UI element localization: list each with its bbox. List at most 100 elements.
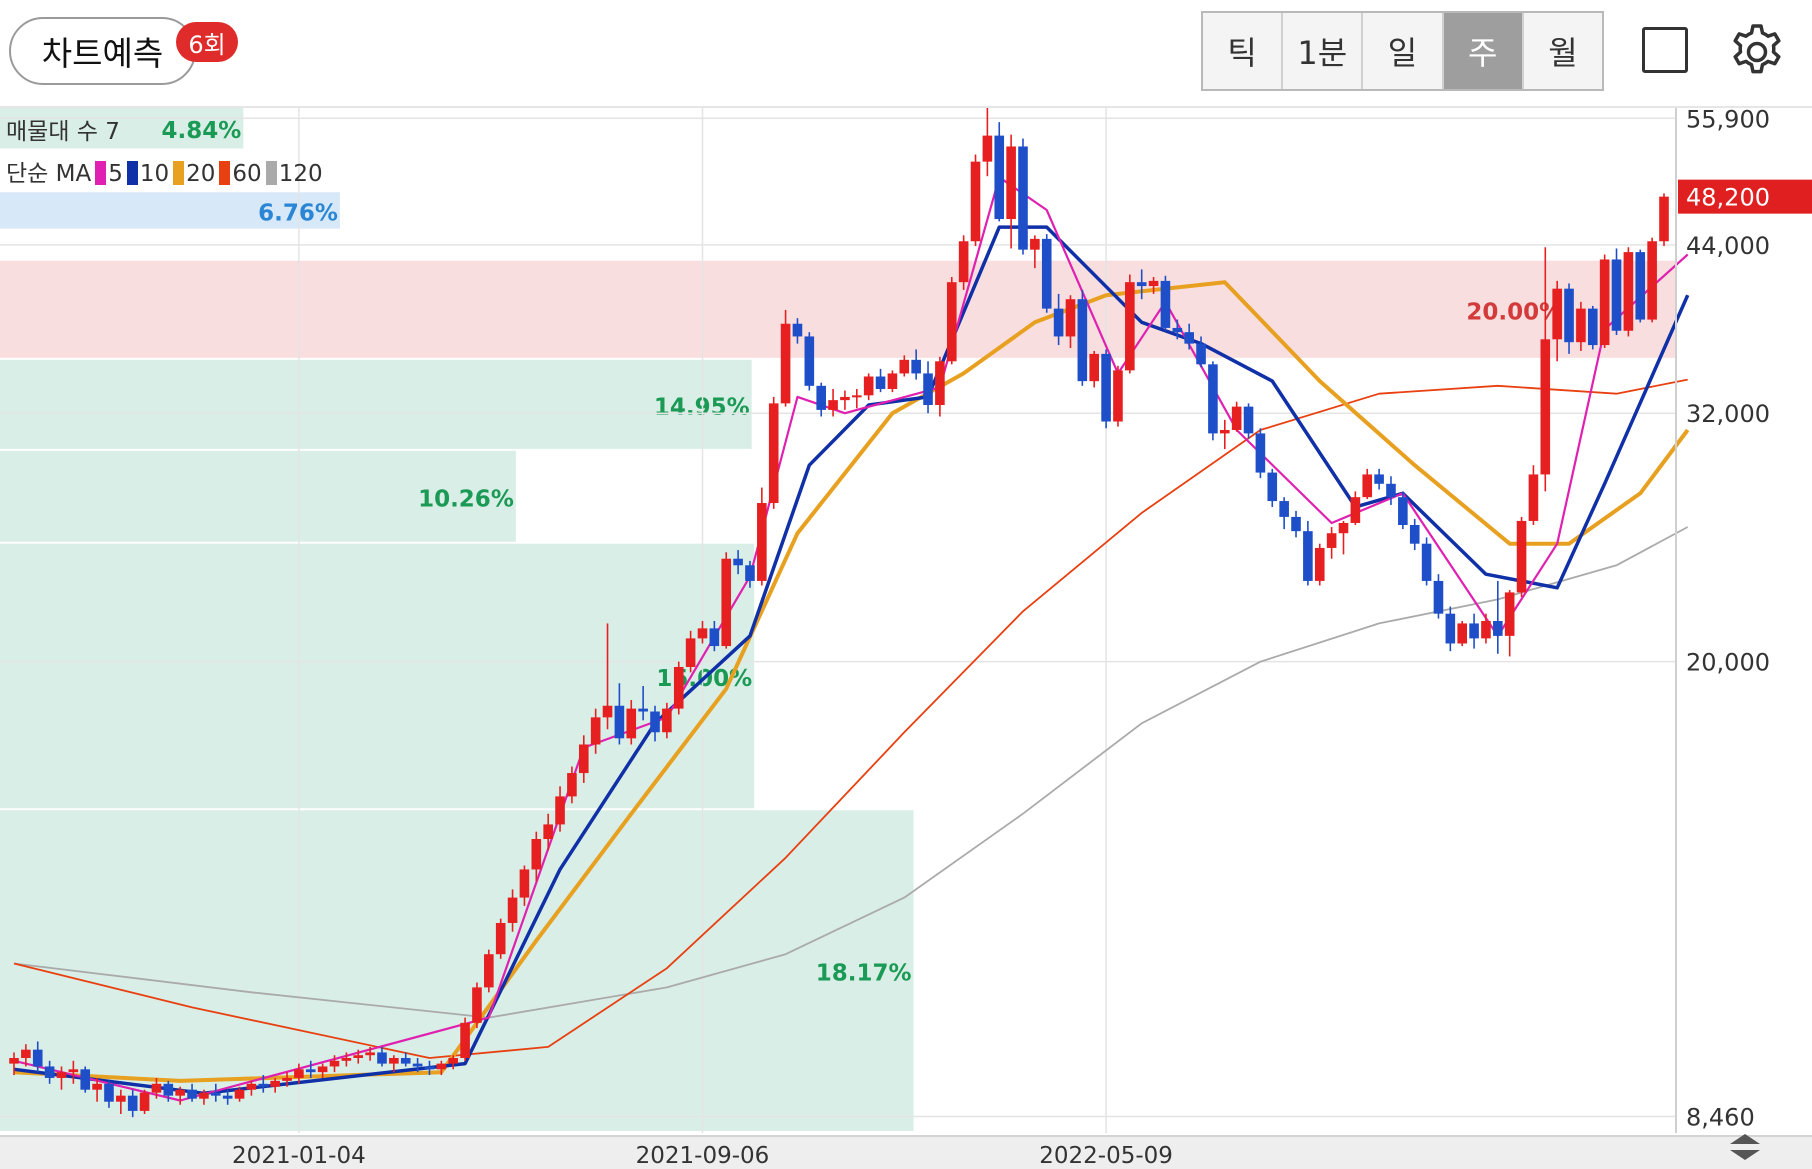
candle (436, 1060, 447, 1076)
candle-body (1136, 282, 1147, 287)
candle-body (662, 708, 672, 733)
candle (602, 623, 613, 730)
candle (305, 1060, 316, 1078)
candle (199, 1089, 209, 1105)
candle (1350, 491, 1361, 526)
candle (1409, 518, 1420, 551)
candle (662, 702, 672, 739)
candle-body (1445, 613, 1456, 644)
candle-body (1469, 623, 1479, 639)
volume-profile-bar (0, 543, 755, 809)
candle-body (1647, 241, 1657, 320)
candle-body (1350, 497, 1361, 523)
candle-body (1231, 406, 1242, 430)
candle (175, 1086, 185, 1105)
period-week-button[interactable]: 주 (1443, 13, 1524, 89)
candle-body (377, 1052, 387, 1064)
candle (709, 620, 720, 652)
chart-predict-label: 차트예측 (41, 34, 164, 73)
ma-legend-swatch-20 (173, 161, 185, 185)
candle-body (424, 1066, 435, 1070)
candle-body (1564, 288, 1574, 343)
volume-profile-label: 18.17% (816, 961, 912, 987)
candle (1065, 295, 1076, 349)
candle (210, 1083, 221, 1102)
candle (946, 277, 957, 365)
candle (294, 1063, 304, 1084)
candle (673, 661, 684, 715)
candle-body (578, 744, 589, 774)
candle-body (484, 954, 494, 988)
candle (1528, 465, 1539, 526)
current-price-label: 48,200 (1686, 184, 1770, 212)
candle (1291, 510, 1301, 538)
candle (9, 1052, 19, 1076)
candle-body (875, 376, 886, 389)
period-1min-button[interactable]: 1분 (1283, 13, 1364, 89)
candle-body (353, 1055, 364, 1058)
period-month-button[interactable]: 월 (1523, 13, 1603, 89)
scroll-down-arrow (1730, 1150, 1760, 1160)
candle-body (1433, 580, 1444, 614)
candle (852, 388, 862, 409)
candle-body (68, 1069, 79, 1073)
candle (1635, 249, 1646, 323)
candle (68, 1060, 79, 1084)
x-tick-label: 2021-09-06 (636, 1143, 770, 1169)
candlestick-chart[interactable]: 4.84%6.76%20.00%14.95%10.26%15.00%18.17%… (0, 108, 1812, 1169)
candle (163, 1080, 174, 1102)
candle (519, 865, 530, 906)
candle (970, 154, 981, 247)
candle (92, 1077, 102, 1102)
candle-body (436, 1063, 447, 1070)
candle (1172, 319, 1183, 340)
ma-legend-label-10: 10 (139, 161, 170, 187)
candle (1445, 606, 1456, 652)
candle (1386, 476, 1396, 505)
candle (1077, 289, 1088, 386)
candle-body (9, 1057, 19, 1064)
candle (187, 1083, 197, 1102)
candle-body (1540, 339, 1551, 475)
period-tick-button[interactable]: 틱 (1203, 13, 1284, 89)
candle (875, 368, 886, 393)
y-tick-label: 32,000 (1686, 400, 1770, 428)
checkbox-icon[interactable] (1642, 27, 1688, 73)
candle-body (448, 1057, 459, 1064)
candle (590, 708, 601, 754)
candle-body (1493, 620, 1503, 636)
candle (1196, 336, 1206, 368)
candle (495, 918, 506, 959)
candle-body (626, 708, 637, 739)
candle (1243, 403, 1254, 439)
candle (733, 550, 743, 575)
candle (578, 735, 589, 783)
candle-body (994, 135, 1005, 220)
y-tick-label: 20,000 (1686, 649, 1770, 677)
candle-body (946, 282, 957, 362)
period-day-button[interactable]: 일 (1363, 13, 1444, 89)
candle (1053, 293, 1064, 346)
candle-body (1421, 543, 1432, 581)
chart-predict-button[interactable]: 차트예측 6회 (9, 17, 238, 85)
gear-icon[interactable] (1727, 22, 1787, 82)
ma-legend-label-20: 20 (186, 161, 216, 187)
candle (650, 705, 660, 742)
candle-body (151, 1083, 162, 1093)
candle-body (116, 1095, 126, 1102)
candle (1006, 134, 1016, 249)
candle (543, 813, 553, 851)
candle-body (199, 1092, 209, 1099)
x-tick-label: 2022-05-09 (1039, 1143, 1173, 1169)
candle (44, 1060, 55, 1084)
candle (1030, 235, 1040, 269)
candle-body (650, 711, 660, 733)
candle-body (139, 1092, 150, 1111)
candle (282, 1072, 292, 1087)
candle-body (1125, 282, 1135, 371)
candle-body (543, 824, 553, 840)
candle-body (697, 628, 708, 639)
candle-body (1659, 196, 1669, 242)
candle-body (329, 1060, 340, 1067)
scroll-handle-icon[interactable] (1730, 1134, 1760, 1160)
